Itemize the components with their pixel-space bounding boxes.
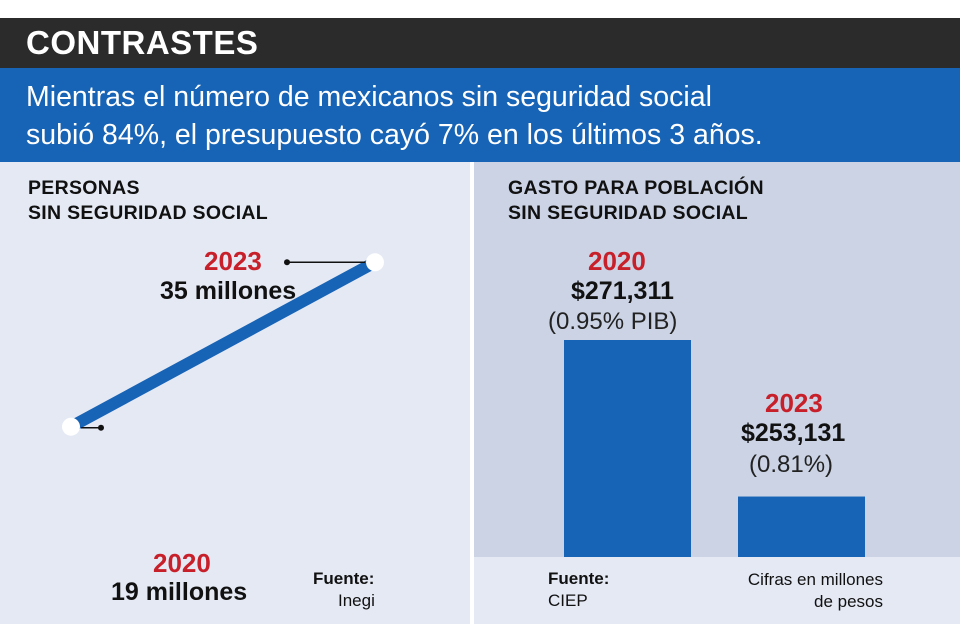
left-heading-line-1: PERSONAS xyxy=(28,177,140,199)
subtitle-banner: Mientras el número de mexicanos sin segu… xyxy=(0,68,960,162)
right-source-label: Fuente: xyxy=(548,569,610,588)
line-point-2023 xyxy=(366,253,384,272)
header-bar: CONTRASTES xyxy=(0,18,960,68)
right-panel-heading: GASTO PARA POBLACIÓN SIN SEGURIDAD SOCIA… xyxy=(508,176,764,226)
subtitle-text: Mientras el número de mexicanos sin segu… xyxy=(26,78,936,154)
left-source-value: Inegi xyxy=(338,591,375,610)
line-label-year-2023: 2023 xyxy=(204,246,262,276)
bar-2020 xyxy=(564,340,691,557)
bar-label-value-2020: $271,311 xyxy=(571,277,674,305)
bar-2023 xyxy=(738,496,865,557)
bar-label-year-2020: 2020 xyxy=(588,246,646,276)
units-note: Cifras en millones de pesos xyxy=(700,569,883,613)
subtitle-line-2: subió 84%, el presupuesto cayó 7% en los… xyxy=(26,119,763,151)
bar-label-pib-2023: (0.81%) xyxy=(749,451,834,478)
left-source-label: Fuente: xyxy=(313,569,375,588)
right-heading-line-2: SIN SEGURIDAD SOCIAL xyxy=(508,202,749,224)
subtitle-line-1: Mientras el número de mexicanos sin segu… xyxy=(26,81,712,113)
panel-divider xyxy=(470,162,474,624)
line-point-2020 xyxy=(62,417,80,436)
left-panel xyxy=(0,162,470,624)
bar-label-value-2023: $253,131 xyxy=(741,419,846,447)
left-heading-line-2: SIN SEGURIDAD SOCIAL xyxy=(28,202,269,224)
line-leader-dot-2023 xyxy=(284,259,290,266)
line-label-year-2020: 2020 xyxy=(153,548,211,578)
units-note-line-1: Cifras en millones xyxy=(747,570,883,589)
left-panel-heading: PERSONAS SIN SEGURIDAD SOCIAL xyxy=(28,176,268,226)
line-label-value-2023: 35 millones xyxy=(160,277,297,305)
right-heading-line-1: GASTO PARA POBLACIÓN xyxy=(508,177,764,199)
right-source-value: CIEP xyxy=(548,591,588,610)
line-label-value-2020: 19 millones xyxy=(111,578,248,606)
bar-label-pib-2020: (0.95% PIB) xyxy=(548,308,678,335)
line-leader-dot-2020 xyxy=(98,424,104,431)
bar-label-year-2023: 2023 xyxy=(765,388,823,418)
right-panel-footer xyxy=(474,557,960,624)
units-note-line-2: de pesos xyxy=(814,592,883,611)
right-panel xyxy=(474,162,960,624)
line-series xyxy=(65,256,381,433)
header-title: CONTRASTES xyxy=(26,24,259,61)
